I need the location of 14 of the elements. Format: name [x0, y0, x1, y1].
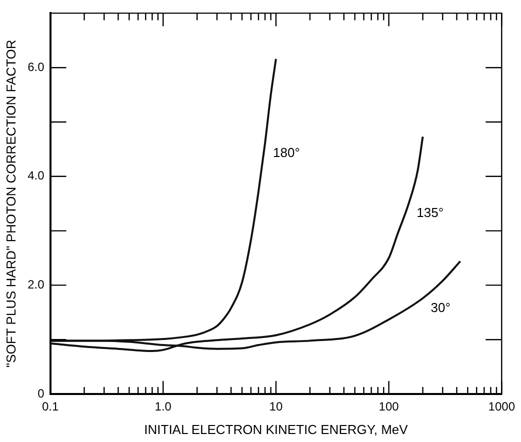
x-tick-label: 100 — [378, 400, 400, 414]
x-tick-label: 1.0 — [154, 400, 172, 414]
x-tick-label: 1000 — [488, 400, 516, 414]
series-label: 30° — [430, 300, 450, 315]
x-axis-title: INITIAL ELECTRON KINETIC ENERGY, MeV — [144, 422, 408, 437]
y-tick-label: 6.0 — [28, 60, 45, 74]
x-tick-label: 0.1 — [42, 400, 59, 414]
y-tick-label: 2.0 — [28, 278, 45, 292]
y-axis-title: "SOFT PLUS HARD" PHOTON CORRECTION FACTOR — [3, 40, 18, 368]
y-tick-label: 4.0 — [28, 168, 45, 183]
series-label: 180° — [273, 144, 300, 160]
x-tick-label: 10 — [269, 400, 283, 414]
series-label: 135° — [416, 205, 444, 220]
y-tick-label: 0 — [38, 386, 45, 400]
